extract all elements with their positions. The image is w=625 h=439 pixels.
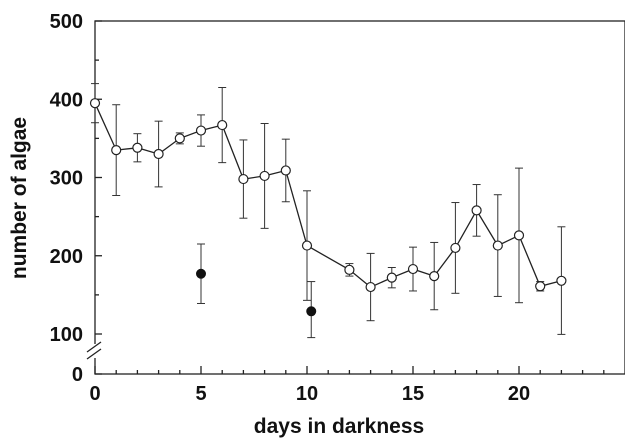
y-tick-label: 200	[50, 246, 83, 268]
y-tick-label: 0	[72, 364, 83, 386]
series-layer	[89, 83, 567, 339]
data-point	[450, 242, 461, 254]
plot-frame	[94, 20, 625, 375]
data-point	[429, 270, 440, 282]
y-tick-label: 500	[50, 11, 83, 33]
y-tick-label: 100	[50, 324, 83, 346]
series-line	[94, 102, 562, 288]
data-point	[195, 125, 207, 136]
y-tick-label: 400	[50, 89, 83, 111]
data-point	[407, 263, 419, 275]
data-point	[196, 268, 206, 279]
axis-break-slash	[86, 348, 102, 360]
x-tick-label: 0	[89, 383, 100, 405]
x-tick-label: 5	[195, 383, 206, 405]
data-point	[386, 272, 397, 283]
axis-break-gap	[86, 344, 104, 358]
data-point	[217, 119, 228, 131]
data-point	[492, 240, 503, 251]
x-tick-label: 15	[402, 383, 424, 405]
x-tick-label: 10	[296, 383, 318, 405]
x-axis-ticks: 0 5 10 15 20	[89, 366, 605, 405]
axis-break-slash	[86, 341, 102, 353]
y-axis-label: number of algae	[8, 117, 31, 279]
data-point	[89, 98, 101, 109]
x-axis-label: days in darkness	[254, 415, 424, 438]
y-axis-ticks: 0 100 200 300 400 500	[50, 11, 102, 386]
data-point	[556, 275, 567, 286]
data-point	[306, 306, 317, 317]
data-point	[344, 264, 355, 275]
y-tick-label: 300	[50, 168, 83, 190]
x-tick-label: 20	[508, 383, 530, 405]
data-point	[259, 170, 270, 182]
data-point	[132, 142, 143, 153]
data-point	[301, 240, 313, 251]
data-point	[174, 133, 185, 144]
data-point	[280, 165, 291, 176]
series-1	[196, 243, 317, 339]
data-point	[238, 173, 249, 185]
data-point	[535, 281, 546, 292]
data-point	[471, 205, 482, 216]
series-0	[89, 83, 567, 335]
y-axis-break-marker	[86, 341, 104, 360]
data-point	[513, 230, 525, 241]
data-point	[153, 148, 164, 160]
data-point	[111, 145, 122, 156]
data-point	[365, 281, 376, 293]
